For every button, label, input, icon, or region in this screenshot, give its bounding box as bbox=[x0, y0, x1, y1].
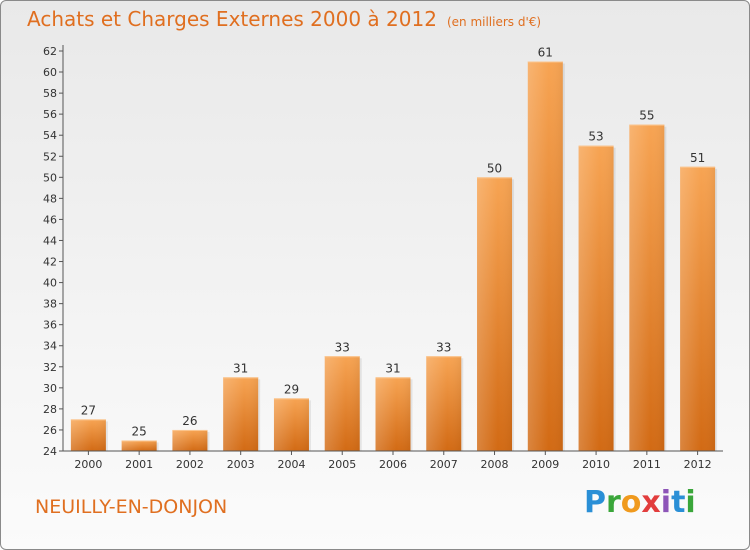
data-label: 53 bbox=[588, 130, 603, 144]
data-label: 27 bbox=[81, 403, 96, 417]
x-tick-label: 2012 bbox=[684, 458, 712, 471]
y-tick-label: 38 bbox=[43, 298, 57, 311]
bar-2007: 33 bbox=[426, 340, 464, 451]
title-unit: (en milliers d'€) bbox=[446, 15, 542, 29]
y-tick-label: 58 bbox=[43, 87, 57, 100]
x-tick-label: 2008 bbox=[481, 458, 509, 471]
bar-highlight bbox=[527, 61, 563, 452]
data-label: 33 bbox=[335, 340, 350, 354]
bar-2006: 31 bbox=[375, 361, 413, 451]
x-tick-label: 2004 bbox=[277, 458, 305, 471]
x-tick-label: 2011 bbox=[633, 458, 661, 471]
y-tick-label: 44 bbox=[43, 234, 57, 247]
bar-2010: 53 bbox=[578, 130, 616, 451]
bar-highlight bbox=[172, 429, 208, 451]
y-tick-label: 52 bbox=[43, 150, 57, 163]
y-tick-label: 34 bbox=[43, 340, 57, 353]
bar-highlight bbox=[324, 356, 360, 451]
x-tick-label: 2003 bbox=[227, 458, 255, 471]
y-tick-label: 46 bbox=[43, 213, 57, 226]
chart-title: Achats et Charges Externes 2000 à 2012 (e… bbox=[27, 7, 541, 31]
data-label: 29 bbox=[284, 382, 299, 396]
x-tick-label: 2009 bbox=[531, 458, 559, 471]
x-tick-label: 2007 bbox=[430, 458, 458, 471]
y-tick-label: 24 bbox=[43, 445, 57, 458]
y-tick-label: 56 bbox=[43, 108, 57, 121]
data-label: 55 bbox=[639, 109, 654, 123]
y-tick-label: 32 bbox=[43, 361, 57, 374]
bar-2004: 29 bbox=[273, 382, 311, 451]
bar-highlight bbox=[477, 177, 513, 451]
y-tick-label: 30 bbox=[43, 382, 57, 395]
bar-2009: 61 bbox=[527, 46, 565, 452]
bar-highlight bbox=[375, 377, 411, 451]
brand-logo: Proxiti bbox=[584, 485, 696, 520]
bar-highlight bbox=[629, 124, 665, 452]
bar-2002: 26 bbox=[172, 414, 210, 451]
y-tick-label: 36 bbox=[43, 319, 57, 332]
y-tick-label: 26 bbox=[43, 424, 57, 437]
data-label: 50 bbox=[487, 161, 502, 175]
bar-2000: 27 bbox=[70, 403, 108, 451]
data-label: 51 bbox=[690, 151, 705, 165]
y-tick-label: 28 bbox=[43, 403, 57, 416]
data-label: 31 bbox=[233, 361, 248, 375]
y-tick-label: 48 bbox=[43, 192, 57, 205]
bar-2005: 33 bbox=[324, 340, 362, 451]
x-tick-label: 2002 bbox=[176, 458, 204, 471]
y-tick-label: 60 bbox=[43, 66, 57, 79]
x-tick-label: 2010 bbox=[582, 458, 610, 471]
data-label: 25 bbox=[132, 424, 147, 438]
bar-highlight bbox=[273, 398, 309, 451]
y-tick-label: 62 bbox=[43, 45, 57, 58]
bar-2011: 55 bbox=[629, 109, 667, 452]
y-tick-label: 40 bbox=[43, 277, 57, 290]
y-tick-label: 50 bbox=[43, 171, 57, 184]
data-label: 61 bbox=[538, 46, 553, 60]
bar-highlight bbox=[223, 377, 259, 451]
city-name: NEUILLY-EN-DONJON bbox=[35, 496, 228, 518]
bar-highlight bbox=[680, 166, 716, 451]
x-tick-label: 2000 bbox=[74, 458, 102, 471]
bar-highlight bbox=[426, 356, 462, 451]
data-label: 31 bbox=[385, 361, 400, 375]
data-label: 33 bbox=[436, 340, 451, 354]
bar-highlight bbox=[70, 419, 106, 451]
title-text: Achats et Charges Externes 2000 à 2012 bbox=[27, 7, 437, 31]
x-tick-label: 2005 bbox=[328, 458, 356, 471]
bar-2001: 25 bbox=[121, 424, 159, 451]
x-tick-label: 2001 bbox=[125, 458, 153, 471]
y-tick-label: 54 bbox=[43, 129, 57, 142]
bar-2003: 31 bbox=[223, 361, 261, 451]
bar-highlight bbox=[121, 440, 157, 451]
data-label: 26 bbox=[182, 414, 197, 428]
bar-2012: 51 bbox=[680, 151, 718, 451]
y-tick-label: 42 bbox=[43, 256, 57, 269]
x-tick-label: 2006 bbox=[379, 458, 407, 471]
bar-highlight bbox=[578, 145, 614, 451]
bar-2008: 50 bbox=[477, 161, 515, 451]
